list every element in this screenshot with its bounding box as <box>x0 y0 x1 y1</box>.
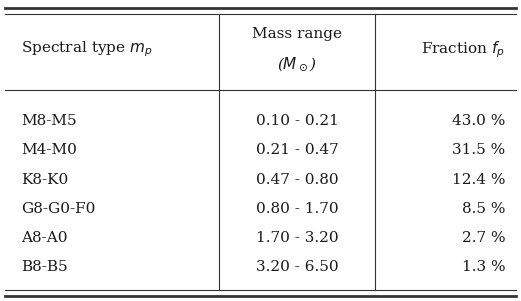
Text: 31.5 %: 31.5 % <box>452 144 505 157</box>
Text: K8-K0: K8-K0 <box>21 172 68 187</box>
Text: Fraction $f_p$: Fraction $f_p$ <box>421 39 505 60</box>
Text: M4-M0: M4-M0 <box>21 144 77 157</box>
Text: 8.5 %: 8.5 % <box>462 202 505 216</box>
Text: 0.21 - 0.47: 0.21 - 0.47 <box>256 144 338 157</box>
Text: M8-M5: M8-M5 <box>21 114 77 129</box>
Text: 12.4 %: 12.4 % <box>452 172 505 187</box>
Text: 0.10 - 0.21: 0.10 - 0.21 <box>255 114 339 129</box>
Text: 3.20 - 6.50: 3.20 - 6.50 <box>256 260 338 274</box>
Text: 0.80 - 1.70: 0.80 - 1.70 <box>256 202 338 216</box>
Text: Mass range: Mass range <box>252 27 342 41</box>
Text: 0.47 - 0.80: 0.47 - 0.80 <box>256 172 338 187</box>
Text: G8-G0-F0: G8-G0-F0 <box>21 202 95 216</box>
Text: Spectral type $m_p$: Spectral type $m_p$ <box>21 40 152 60</box>
Text: ($M_\odot$): ($M_\odot$) <box>277 55 317 73</box>
Text: 2.7 %: 2.7 % <box>462 231 505 245</box>
Text: 1.3 %: 1.3 % <box>462 260 505 274</box>
Text: A8-A0: A8-A0 <box>21 231 67 245</box>
Text: B8-B5: B8-B5 <box>21 260 67 274</box>
Text: 1.70 - 3.20: 1.70 - 3.20 <box>256 231 338 245</box>
Text: 43.0 %: 43.0 % <box>452 114 505 129</box>
